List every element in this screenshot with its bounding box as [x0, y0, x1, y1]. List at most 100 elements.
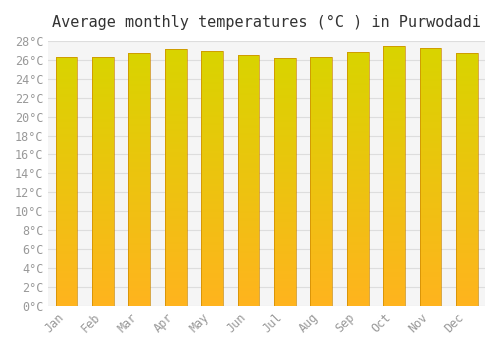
Bar [128, 250, 150, 253]
Bar [238, 223, 260, 226]
Bar [165, 175, 186, 178]
Bar [56, 57, 78, 306]
Bar [92, 139, 114, 142]
Bar [420, 74, 442, 76]
Bar [456, 61, 477, 63]
Bar [346, 136, 368, 139]
Bar [420, 58, 442, 61]
Bar [92, 303, 114, 306]
Bar [201, 79, 223, 82]
Bar [165, 247, 186, 250]
Bar [92, 246, 114, 248]
Bar [165, 90, 186, 93]
Bar [456, 283, 477, 286]
Bar [420, 262, 442, 265]
Bar [310, 174, 332, 176]
Bar [92, 276, 114, 279]
Bar [274, 130, 296, 132]
Bar [201, 237, 223, 240]
Bar [238, 83, 260, 85]
Bar [201, 51, 223, 306]
Bar [165, 267, 186, 270]
Bar [238, 75, 260, 78]
Bar [420, 195, 442, 197]
Bar [274, 276, 296, 279]
Bar [165, 198, 186, 201]
Bar [201, 252, 223, 255]
Bar [310, 172, 332, 174]
Bar [420, 63, 442, 65]
Bar [165, 178, 186, 180]
Bar [201, 296, 223, 298]
Bar [310, 154, 332, 156]
Bar [165, 129, 186, 132]
Bar [128, 202, 150, 205]
Bar [201, 286, 223, 288]
Bar [310, 67, 332, 69]
Bar [201, 206, 223, 209]
Bar [346, 154, 368, 156]
Bar [201, 199, 223, 202]
Bar [274, 142, 296, 145]
Bar [238, 58, 260, 60]
Bar [201, 122, 223, 125]
Bar [128, 76, 150, 78]
Bar [165, 142, 186, 144]
Bar [238, 60, 260, 63]
Bar [420, 301, 442, 303]
Bar [456, 149, 477, 152]
Bar [310, 206, 332, 209]
Bar [456, 164, 477, 167]
Bar [128, 271, 150, 273]
Bar [165, 206, 186, 208]
Bar [383, 303, 405, 306]
Bar [128, 172, 150, 174]
Bar [56, 199, 78, 201]
Bar [201, 51, 223, 54]
Bar [420, 226, 442, 228]
Bar [128, 53, 150, 56]
Bar [92, 127, 114, 129]
Bar [92, 261, 114, 264]
Bar [310, 246, 332, 248]
Bar [201, 209, 223, 212]
Bar [456, 202, 477, 205]
Bar [274, 259, 296, 261]
Bar [274, 261, 296, 264]
Bar [310, 254, 332, 256]
Bar [420, 278, 442, 280]
Bar [92, 194, 114, 196]
Bar [165, 78, 186, 80]
Bar [420, 166, 442, 169]
Bar [274, 103, 296, 105]
Bar [128, 248, 150, 250]
Bar [56, 127, 78, 129]
Bar [346, 283, 368, 286]
Bar [420, 153, 442, 156]
Bar [274, 274, 296, 276]
Bar [274, 157, 296, 160]
Bar [165, 111, 186, 113]
Bar [238, 243, 260, 246]
Bar [201, 82, 223, 84]
Bar [165, 257, 186, 260]
Bar [201, 150, 223, 153]
Bar [274, 135, 296, 137]
Bar [128, 293, 150, 296]
Bar [274, 202, 296, 204]
Bar [128, 164, 150, 167]
Bar [128, 228, 150, 230]
Bar [383, 170, 405, 173]
Bar [201, 214, 223, 217]
Bar [420, 91, 442, 94]
Bar [383, 251, 405, 254]
Bar [128, 89, 150, 91]
Bar [456, 134, 477, 136]
Bar [56, 149, 78, 152]
Bar [165, 80, 186, 83]
Bar [310, 204, 332, 206]
Bar [456, 250, 477, 253]
Bar [56, 246, 78, 248]
Bar [56, 136, 78, 139]
Bar [56, 152, 78, 154]
